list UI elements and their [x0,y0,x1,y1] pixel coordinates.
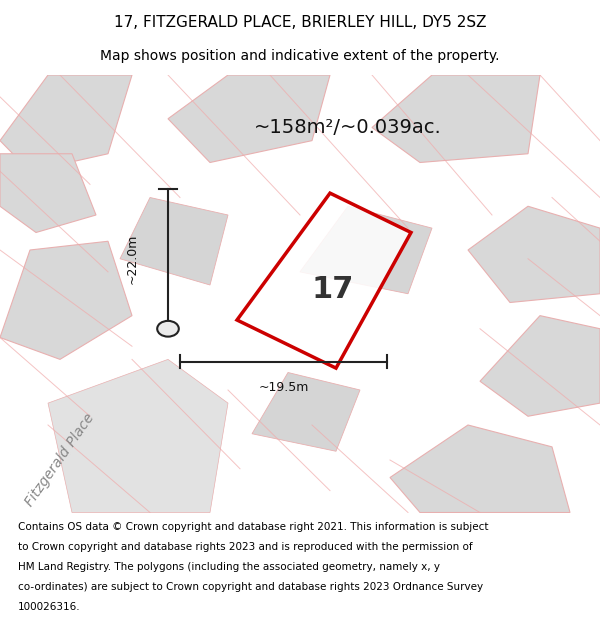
Polygon shape [0,241,132,359]
Text: ~22.0m: ~22.0m [125,234,139,284]
Text: ~158m²/~0.039ac.: ~158m²/~0.039ac. [254,118,442,137]
Polygon shape [0,154,96,232]
Circle shape [157,321,179,337]
Polygon shape [120,198,228,285]
Text: 17: 17 [312,275,354,304]
Text: 17, FITZGERALD PLACE, BRIERLEY HILL, DY5 2SZ: 17, FITZGERALD PLACE, BRIERLEY HILL, DY5… [114,15,486,30]
Polygon shape [0,75,132,171]
Polygon shape [48,359,228,512]
Polygon shape [468,206,600,302]
Text: HM Land Registry. The polygons (including the associated geometry, namely x, y: HM Land Registry. The polygons (includin… [18,562,440,572]
Polygon shape [168,75,330,162]
Text: Fitzgerald Place: Fitzgerald Place [23,411,97,509]
Polygon shape [300,206,432,294]
Text: to Crown copyright and database rights 2023 and is reproduced with the permissio: to Crown copyright and database rights 2… [18,542,473,552]
Text: Contains OS data © Crown copyright and database right 2021. This information is : Contains OS data © Crown copyright and d… [18,521,488,531]
Polygon shape [252,372,360,451]
Polygon shape [237,193,411,368]
Text: Map shows position and indicative extent of the property.: Map shows position and indicative extent… [100,49,500,63]
Text: ~19.5m: ~19.5m [259,381,308,394]
Text: 100026316.: 100026316. [18,602,80,612]
Polygon shape [390,425,570,512]
Text: co-ordinates) are subject to Crown copyright and database rights 2023 Ordnance S: co-ordinates) are subject to Crown copyr… [18,582,483,592]
Polygon shape [372,75,540,162]
Polygon shape [480,316,600,416]
